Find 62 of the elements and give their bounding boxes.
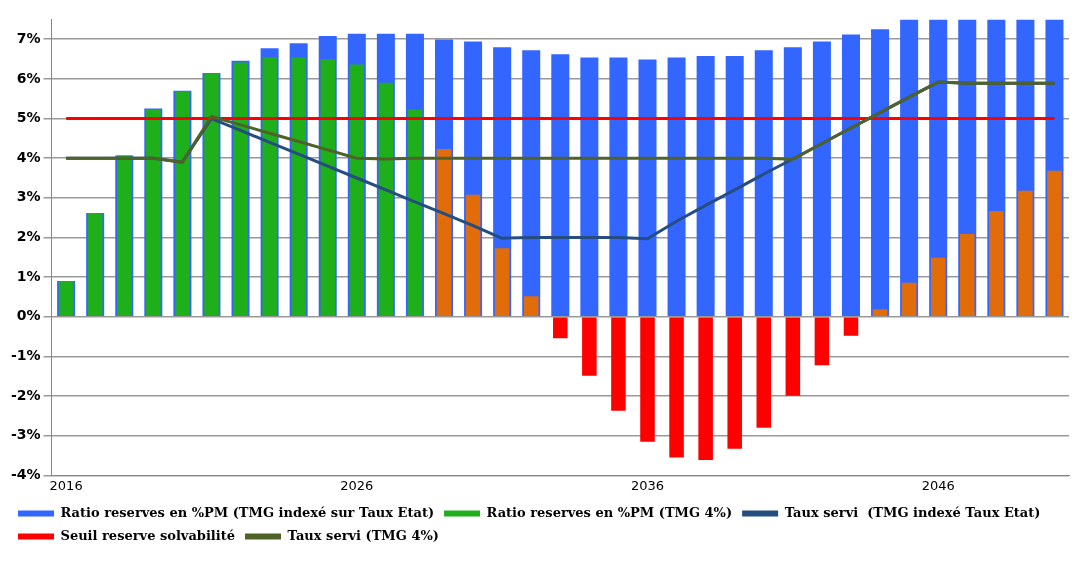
bar (523, 296, 539, 317)
x-tick-label: 2046 (921, 477, 955, 493)
bar (640, 317, 655, 442)
bar (262, 57, 277, 317)
bar (553, 317, 568, 339)
bar (582, 317, 597, 376)
bar (727, 317, 742, 449)
legend-label: Ratio reserves en %PM (TMG 4%) (486, 504, 733, 520)
bar (465, 194, 481, 317)
bar (291, 57, 306, 317)
bar (669, 317, 684, 458)
bar (522, 50, 541, 317)
y-tick-label: 4% (16, 148, 41, 165)
x-tick-label: 2026 (340, 477, 374, 493)
bar (989, 210, 1004, 317)
bar (349, 64, 365, 317)
y-tick-label: 7% (16, 29, 41, 46)
bar (812, 41, 831, 317)
bar (783, 47, 802, 317)
bar (756, 317, 772, 428)
bar (611, 317, 626, 411)
legend-label: Seuil reserve solvabilité (60, 527, 236, 543)
bar (959, 233, 975, 317)
y-tick-label: -1% (10, 347, 41, 364)
y-tick-label: -2% (10, 386, 41, 403)
bar (698, 317, 713, 460)
bar (901, 282, 917, 317)
y-tick-label: 6% (16, 69, 41, 86)
bar (930, 257, 946, 317)
x-tick-label: 2036 (630, 477, 665, 493)
y-tick-label: -4% (10, 466, 41, 483)
y-tick-label: 1% (16, 267, 41, 284)
bar (754, 50, 773, 317)
bar (609, 57, 628, 317)
bar (696, 55, 715, 317)
y-tick-label: 5% (16, 109, 41, 126)
legend-label: Taux servi (TMG indexé Taux Etat) (784, 504, 1041, 520)
bar (378, 82, 394, 317)
bar (667, 57, 686, 317)
y-tick-label: 0% (16, 307, 41, 324)
bar (436, 149, 452, 317)
bar (872, 309, 888, 317)
bar (1018, 190, 1033, 317)
legend-label: Taux servi (TMG 4%) (287, 527, 439, 543)
bar (843, 317, 859, 336)
bar (407, 109, 423, 317)
legend-label: Ratio reserves en %PM (TMG indexé sur Taux Etat) (60, 504, 435, 520)
y-tick-label: -3% (10, 426, 41, 443)
bar (814, 317, 830, 366)
bar (551, 54, 570, 317)
bar (494, 248, 510, 317)
bar (725, 55, 744, 317)
bar (1047, 170, 1062, 317)
bar (785, 317, 801, 396)
bar (320, 59, 335, 317)
x-tick-label: 2016 (49, 477, 83, 493)
bar (580, 57, 599, 317)
bar (871, 29, 890, 317)
bar (638, 59, 657, 317)
y-tick-label: 3% (16, 188, 41, 205)
bar (841, 34, 860, 317)
y-tick-label: 2% (16, 228, 41, 245)
